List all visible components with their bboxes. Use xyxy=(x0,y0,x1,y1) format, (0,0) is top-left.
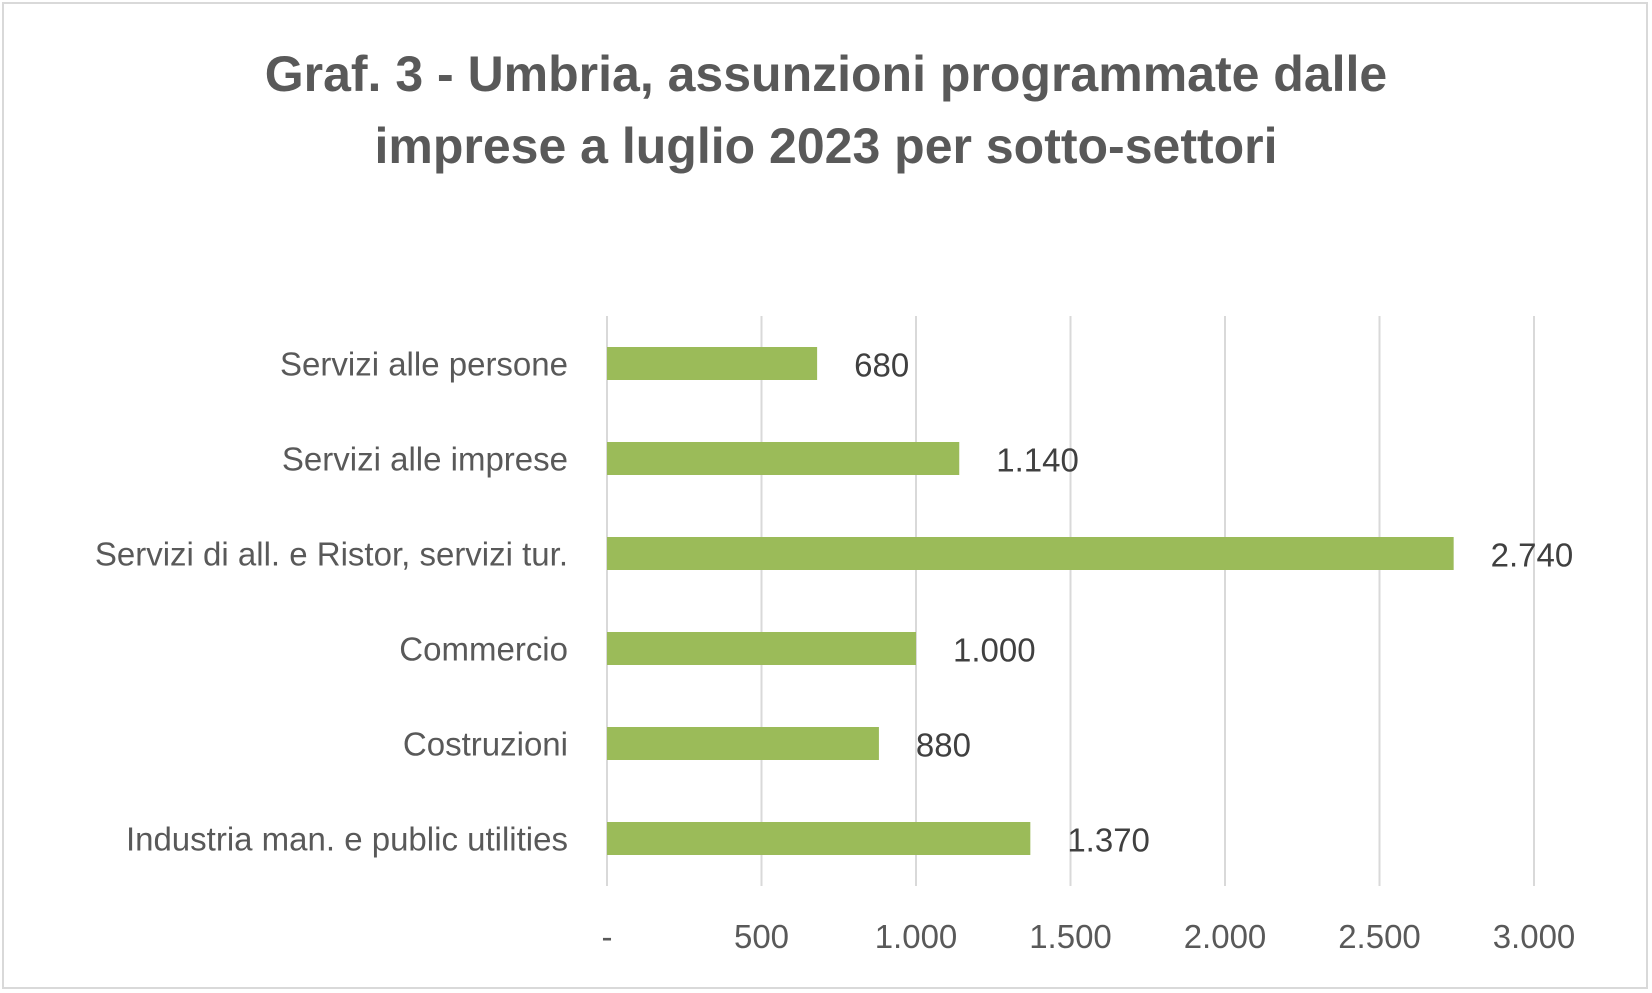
category-label-2: Servizi di all. e Ristor, servizi tur. xyxy=(95,536,568,573)
chart-title: Graf. 3 - Umbria, assunzioni programmate… xyxy=(0,38,1652,182)
x-tick-label-2: 1.000 xyxy=(875,918,958,955)
data-label-5: 1.370 xyxy=(1067,822,1150,859)
bar-2 xyxy=(607,537,1454,570)
data-label-3: 1.000 xyxy=(953,632,1036,669)
bar-4 xyxy=(607,727,879,760)
x-tick-label-6: 3.000 xyxy=(1493,918,1576,955)
bar-3 xyxy=(607,632,916,665)
bar-5 xyxy=(607,822,1031,855)
bars xyxy=(607,347,1454,855)
data-label-2: 2.740 xyxy=(1491,537,1574,574)
x-tick-label-0: - xyxy=(602,918,613,955)
data-label-0: 680 xyxy=(854,347,909,384)
bar-1 xyxy=(607,442,960,475)
x-tick-label-5: 2.500 xyxy=(1338,918,1421,955)
category-label-5: Industria man. e public utilities xyxy=(126,821,568,858)
chart-title-line-1: Graf. 3 - Umbria, assunzioni programmate… xyxy=(264,46,1388,102)
x-tick-label-3: 1.500 xyxy=(1029,918,1112,955)
x-tick-label-1: 500 xyxy=(734,918,789,955)
chart-title-line-2: imprese a luglio 2023 per sotto-settori xyxy=(374,118,1278,174)
data-label-1: 1.140 xyxy=(996,442,1079,479)
labels: - 500 1.000 1.500 2.000 2.500 3.000 Servizi all… xyxy=(95,346,1575,956)
bar-0 xyxy=(607,347,818,380)
data-label-4: 880 xyxy=(916,727,971,764)
category-label-1: Servizi alle imprese xyxy=(282,441,568,478)
category-label-3: Commercio xyxy=(399,631,568,668)
grid-lines xyxy=(606,316,1535,886)
category-label-0: Servizi alle persone xyxy=(280,346,568,383)
x-tick-label-4: 2.000 xyxy=(1184,918,1267,955)
category-label-4: Costruzioni xyxy=(403,726,568,763)
